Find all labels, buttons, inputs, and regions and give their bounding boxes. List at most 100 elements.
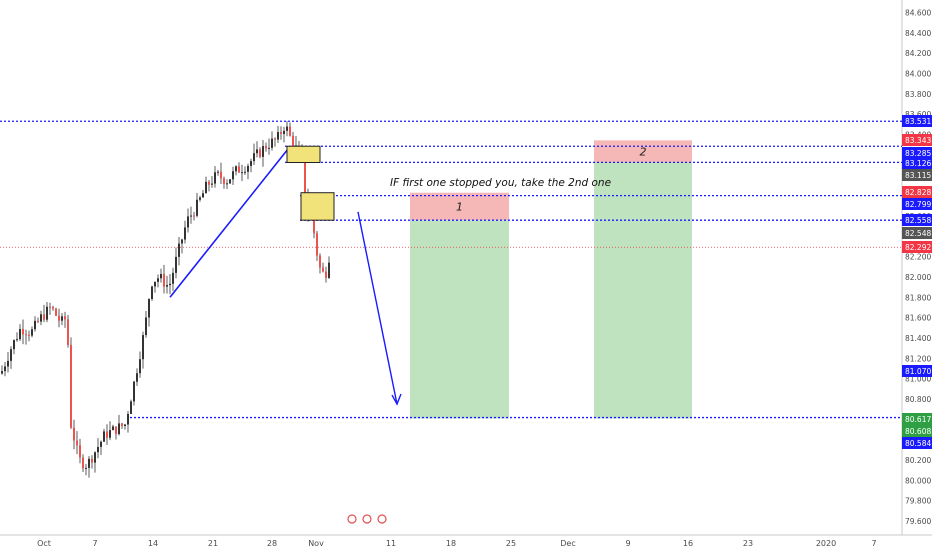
x-tick-label: 7 (92, 539, 97, 548)
candle-body (124, 424, 126, 426)
candles (1, 121, 330, 478)
candle-body (118, 423, 120, 435)
price-tag (902, 147, 932, 159)
price-tag (902, 425, 932, 437)
candle-body (166, 285, 168, 287)
candle-body (322, 267, 324, 272)
price-tag-label: 82.548 (905, 229, 931, 238)
price-tag-label: 83.285 (905, 149, 931, 158)
y-tick-label: 83.600 (905, 110, 931, 119)
candle-body (46, 306, 48, 320)
candle-body (205, 181, 207, 194)
y-tick-label: 81.600 (905, 314, 931, 323)
candle-body (145, 317, 147, 336)
price-tag-label: 82.799 (905, 200, 931, 209)
candle-body (313, 218, 315, 234)
candle-body (202, 193, 204, 198)
candle-body (319, 255, 321, 268)
price-tag (902, 437, 932, 449)
y-tick-label: 79.800 (905, 497, 931, 506)
candle-body (214, 172, 216, 184)
candle-body (178, 243, 180, 257)
take-profit-zone (410, 220, 509, 419)
candle-body (238, 166, 240, 173)
candle-body (130, 401, 132, 414)
candle-body (142, 335, 144, 360)
y-tick-label: 82.000 (905, 273, 931, 282)
candle-body (277, 132, 279, 140)
candle-body (43, 314, 45, 320)
price-tag-label: 80.584 (905, 439, 931, 448)
y-tick-label: 84.600 (905, 9, 931, 18)
price-tag-label: 80.617 (905, 415, 931, 424)
price-tag-label: 82.558 (905, 216, 931, 225)
price-tag (902, 169, 932, 181)
x-tick-label: Oct (37, 539, 51, 548)
candle-body (280, 132, 282, 135)
candle-body (325, 271, 327, 278)
candle-body (184, 227, 186, 240)
candle-body (97, 446, 99, 453)
candle-body (151, 286, 153, 299)
candle-body (31, 329, 33, 336)
x-tick-label: 28 (267, 539, 277, 548)
x-tick-label: 2020 (816, 539, 836, 548)
candle-body (259, 149, 261, 157)
projection-arrow-line (357, 211, 398, 405)
candle-body (256, 149, 258, 154)
candle-body (226, 183, 228, 185)
x-tick-label: Nov (308, 539, 324, 548)
x-tick-label: 18 (446, 539, 456, 548)
candle-body (22, 329, 24, 335)
event-marker-icon (362, 514, 372, 524)
candle-body (49, 306, 51, 308)
position-label: 1 (456, 200, 463, 213)
candle-body (223, 178, 225, 184)
candle-body (133, 381, 135, 402)
y-tick-label: 84.000 (905, 70, 931, 79)
candle-body (76, 440, 78, 446)
candle-body (127, 413, 129, 425)
x-tick-label: 9 (625, 539, 630, 548)
candle-body (175, 256, 177, 273)
y-tick-label: 84.200 (905, 49, 931, 58)
drawings (169, 145, 402, 524)
candle-body (28, 334, 30, 336)
candle-body (193, 215, 195, 217)
candle-body (199, 197, 201, 200)
y-tick-label: 82.200 (905, 253, 931, 262)
y-tick-label: 80.800 (905, 395, 931, 404)
candle-body (16, 339, 18, 341)
price-tag (902, 365, 932, 377)
candle-body (19, 329, 21, 340)
position-label: 2 (640, 145, 647, 158)
candle-body (67, 319, 69, 345)
candle-body (157, 278, 159, 282)
x-tick-label: 14 (148, 539, 158, 548)
candle-body (73, 427, 75, 441)
trend-line (169, 147, 290, 298)
candle-body (82, 457, 84, 469)
candle-body (172, 272, 174, 284)
candle-body (112, 426, 114, 431)
candle-body (61, 316, 63, 321)
candle-body (253, 153, 255, 162)
candle-body (55, 308, 57, 316)
candle-body (274, 138, 276, 140)
stop-loss-zone (410, 192, 509, 221)
price-tag-label: 83.531 (905, 117, 931, 126)
candle-body (244, 171, 246, 173)
candle-body (109, 430, 111, 438)
supply-zone-upper (286, 145, 321, 164)
candle-body (154, 281, 156, 287)
candle-body (91, 458, 93, 463)
candle-body (121, 423, 123, 426)
candle-body (265, 146, 267, 149)
candle-body (139, 359, 141, 374)
y-tick-label: 81.200 (905, 354, 931, 363)
candle-body (100, 441, 102, 447)
candle-body (52, 307, 54, 309)
y-tick-label: 80.200 (905, 456, 931, 465)
candle-body (247, 165, 249, 172)
